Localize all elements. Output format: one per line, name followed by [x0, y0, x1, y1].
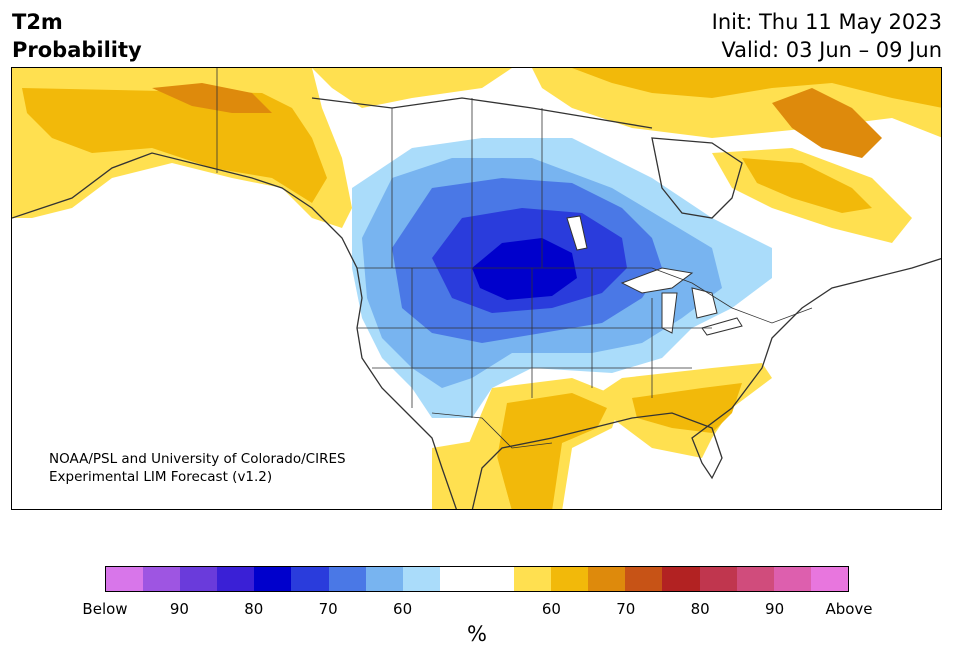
alaska-above-70 — [22, 88, 327, 203]
init-date: Init: Thu 11 May 2023 — [711, 10, 942, 34]
lake-winnipeg — [566, 215, 588, 251]
credit-text: NOAA/PSL and University of Colorado/CIRE… — [49, 450, 346, 486]
colorbar-cell — [773, 567, 811, 591]
hudson-bay — [651, 137, 743, 219]
lake-erie — [701, 317, 743, 336]
colorbar-cell — [365, 567, 403, 591]
colorbar-tick-label: Below — [82, 600, 128, 618]
credit-line-1: NOAA/PSL and University of Colorado/CIRE… — [49, 451, 346, 467]
colorbar-tick-label: 90 — [765, 600, 785, 618]
colorbar-tick-label: 60 — [393, 600, 413, 618]
lake-michigan — [661, 292, 678, 334]
colorbar-cell — [217, 567, 255, 591]
lake-superior — [620, 267, 694, 294]
colorbar-cell — [291, 567, 329, 591]
arctic-above-70 — [572, 68, 941, 108]
map-title: T2m Probability — [12, 8, 142, 64]
colorbar-cell — [551, 567, 589, 591]
political-borders — [216, 68, 813, 449]
colorbar-cell — [514, 567, 552, 591]
coastlines — [12, 97, 941, 509]
colorbar-cell — [254, 567, 292, 591]
texas-above-70 — [497, 393, 607, 509]
title-line-1: T2m — [12, 10, 63, 34]
credit-line-2: Experimental LIM Forecast (v1.2) — [49, 469, 273, 485]
probability-colorbar — [105, 566, 849, 592]
baffin-above-80 — [772, 88, 882, 158]
colorbar-tick-label: 90 — [169, 600, 189, 618]
colorbar-unit: % — [467, 622, 487, 646]
colorbar-tick-label: 80 — [244, 600, 264, 618]
colorbar-tick-label: 70 — [616, 600, 636, 618]
alaska-coast — [12, 152, 457, 509]
colorbar-cell — [143, 567, 181, 591]
colorbar-cell — [402, 567, 440, 591]
colorbar-tick-label: 70 — [318, 600, 338, 618]
below-90plus — [472, 238, 577, 300]
map-canvas — [12, 68, 941, 509]
forecast-map: NOAA/PSL and University of Colorado/CIRE… — [11, 67, 942, 510]
colorbar-cell — [736, 567, 774, 591]
quebec-above-70 — [742, 158, 872, 213]
colorbar-tick-label: 80 — [690, 600, 710, 618]
arctic-coast — [311, 97, 653, 129]
colorbar-cell — [476, 567, 515, 591]
colorbar-tick-label: Above — [825, 600, 873, 618]
mexico-above-60 — [432, 438, 512, 509]
colorbar-cell — [439, 567, 477, 591]
colorbar-tick-label: 60 — [541, 600, 561, 618]
below-normal-region — [352, 138, 772, 418]
colorbar-cell — [662, 567, 700, 591]
yukon-above-60 — [312, 68, 512, 108]
colorbar-cell — [810, 567, 848, 591]
colorbar-cell — [328, 567, 366, 591]
colorbar-cell — [588, 567, 626, 591]
great-lakes — [566, 215, 743, 336]
alaska-above-80 — [152, 83, 272, 113]
colorbar-cell — [180, 567, 218, 591]
canada-us-border — [357, 267, 813, 324]
colorbar-cell — [625, 567, 663, 591]
forecast-dates: Init: Thu 11 May 2023 Valid: 03 Jun – 09… — [712, 8, 942, 64]
title-line-2: Probability — [12, 38, 142, 62]
valid-range: Valid: 03 Jun – 09 Jun — [721, 38, 942, 62]
colorbar-cell — [106, 567, 144, 591]
colorbar-cell — [699, 567, 737, 591]
gulf-coast — [471, 257, 941, 509]
mexico-us-border — [431, 412, 553, 449]
